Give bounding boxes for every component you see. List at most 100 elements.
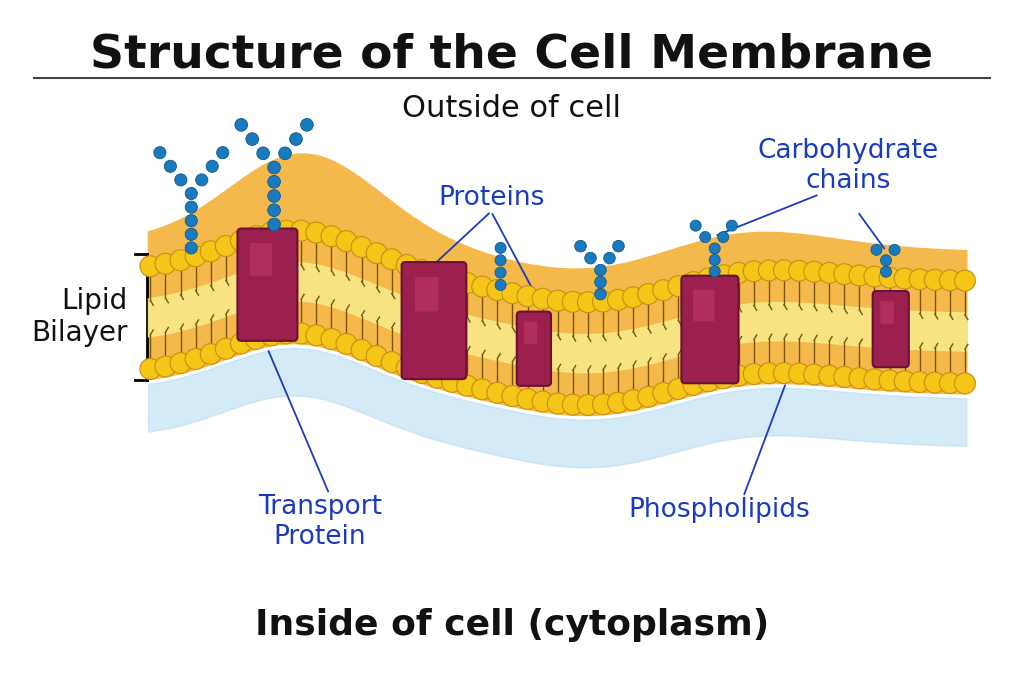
- Circle shape: [939, 372, 961, 393]
- Circle shape: [206, 160, 218, 173]
- Circle shape: [623, 287, 643, 308]
- Circle shape: [909, 269, 930, 290]
- Text: Outside of cell: Outside of cell: [402, 94, 622, 123]
- Circle shape: [517, 286, 538, 307]
- Circle shape: [502, 385, 523, 406]
- Circle shape: [351, 236, 372, 257]
- Circle shape: [196, 174, 208, 186]
- Circle shape: [653, 383, 674, 403]
- Circle shape: [164, 160, 176, 173]
- Circle shape: [668, 276, 689, 297]
- Circle shape: [547, 393, 568, 414]
- Circle shape: [215, 338, 237, 359]
- Text: Proteins: Proteins: [438, 185, 544, 211]
- Circle shape: [427, 367, 447, 388]
- Circle shape: [879, 370, 900, 391]
- Circle shape: [604, 253, 615, 264]
- Circle shape: [486, 383, 508, 403]
- Circle shape: [267, 175, 281, 188]
- Circle shape: [175, 174, 187, 186]
- Circle shape: [495, 280, 506, 290]
- FancyBboxPatch shape: [693, 290, 715, 322]
- Circle shape: [788, 261, 810, 281]
- Circle shape: [155, 253, 176, 274]
- Circle shape: [517, 389, 538, 410]
- Circle shape: [788, 363, 810, 384]
- Circle shape: [306, 325, 327, 346]
- Circle shape: [710, 255, 720, 265]
- Circle shape: [367, 243, 387, 264]
- Circle shape: [185, 215, 198, 227]
- Circle shape: [155, 356, 176, 377]
- Circle shape: [578, 292, 598, 313]
- Circle shape: [457, 272, 477, 293]
- Circle shape: [140, 359, 161, 379]
- Circle shape: [864, 369, 885, 390]
- Circle shape: [713, 265, 734, 286]
- Circle shape: [185, 246, 206, 267]
- Circle shape: [336, 334, 357, 355]
- FancyBboxPatch shape: [681, 276, 738, 383]
- Circle shape: [834, 264, 855, 284]
- Circle shape: [495, 242, 506, 253]
- Circle shape: [699, 232, 711, 242]
- Circle shape: [230, 230, 251, 251]
- Text: Transport
Protein: Transport Protein: [258, 494, 382, 550]
- Circle shape: [849, 368, 869, 389]
- Circle shape: [683, 374, 703, 395]
- Circle shape: [140, 256, 161, 277]
- Circle shape: [819, 263, 840, 284]
- Circle shape: [683, 271, 703, 292]
- Circle shape: [925, 269, 945, 290]
- Circle shape: [381, 351, 402, 372]
- Circle shape: [412, 260, 432, 281]
- Circle shape: [713, 368, 734, 389]
- Circle shape: [532, 288, 553, 309]
- Circle shape: [217, 147, 228, 159]
- Circle shape: [653, 280, 674, 301]
- Circle shape: [230, 333, 251, 354]
- Circle shape: [267, 218, 281, 231]
- Circle shape: [593, 291, 613, 312]
- Circle shape: [593, 394, 613, 415]
- Circle shape: [495, 255, 506, 266]
- Circle shape: [234, 118, 248, 131]
- Circle shape: [351, 339, 372, 360]
- Circle shape: [291, 220, 311, 241]
- Circle shape: [804, 364, 824, 385]
- Text: Inside of cell (cytoplasm): Inside of cell (cytoplasm): [255, 609, 769, 642]
- Circle shape: [267, 204, 281, 217]
- Circle shape: [607, 289, 629, 310]
- Circle shape: [275, 323, 297, 344]
- Circle shape: [954, 270, 976, 291]
- Circle shape: [710, 266, 720, 277]
- Circle shape: [532, 391, 553, 412]
- Circle shape: [925, 372, 945, 393]
- Circle shape: [279, 147, 292, 160]
- Circle shape: [201, 344, 221, 364]
- Circle shape: [215, 236, 237, 257]
- Circle shape: [367, 345, 387, 366]
- Circle shape: [726, 220, 737, 231]
- Circle shape: [773, 363, 795, 384]
- Circle shape: [595, 264, 606, 276]
- Text: Carbohydrate
chains: Carbohydrate chains: [758, 138, 938, 194]
- Circle shape: [267, 161, 281, 174]
- Circle shape: [773, 260, 795, 281]
- Circle shape: [260, 325, 282, 346]
- Text: Structure of the Cell Membrane: Structure of the Cell Membrane: [90, 32, 934, 78]
- Circle shape: [502, 283, 523, 304]
- Circle shape: [881, 255, 892, 266]
- Circle shape: [246, 133, 258, 146]
- FancyBboxPatch shape: [872, 291, 909, 367]
- Circle shape: [743, 364, 764, 385]
- Circle shape: [306, 222, 327, 243]
- Circle shape: [759, 260, 779, 281]
- Circle shape: [954, 373, 976, 394]
- Circle shape: [607, 392, 629, 413]
- Circle shape: [728, 263, 750, 283]
- Circle shape: [638, 284, 658, 305]
- FancyBboxPatch shape: [415, 277, 438, 311]
- Circle shape: [170, 250, 191, 271]
- Circle shape: [257, 147, 269, 160]
